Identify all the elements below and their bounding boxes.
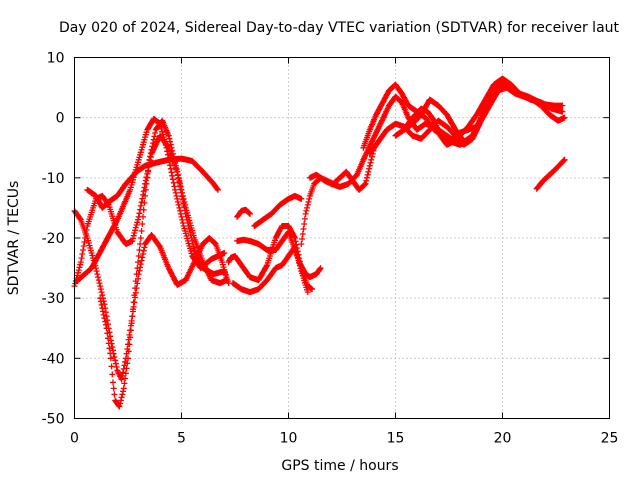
chart-title: Day 020 of 2024, Sidereal Day-to-day VTE… — [59, 20, 620, 36]
data-marker — [401, 105, 480, 148]
series-track-10 — [251, 192, 305, 229]
x-tick-label: 25 — [601, 431, 619, 447]
y-axis-label: SDTVAR / TECUs — [6, 181, 22, 296]
data-marker — [71, 207, 230, 383]
data-marker — [234, 229, 324, 281]
grid — [74, 57, 610, 419]
x-tick-label: 5 — [177, 431, 186, 447]
series-track-12 — [306, 156, 367, 190]
y-tick-label: -50 — [42, 412, 65, 428]
data-marker — [225, 223, 315, 293]
x-tick-label: 20 — [494, 431, 512, 447]
data-series — [71, 75, 568, 410]
data-marker — [234, 206, 253, 220]
series-track-5 — [97, 117, 230, 410]
y-tick-label: -10 — [42, 171, 65, 187]
data-marker — [97, 117, 230, 410]
y-tick-label: 10 — [47, 51, 65, 67]
x-axis-label: GPS time / hours — [281, 458, 398, 474]
x-tick-label: 15 — [387, 431, 405, 447]
series-track-6 — [225, 223, 315, 293]
data-marker — [251, 192, 305, 229]
y-tick-label: -40 — [42, 351, 65, 367]
y-tick-label: -30 — [42, 291, 65, 307]
series-track-7 — [234, 206, 253, 220]
x-tick-label: 10 — [280, 431, 298, 447]
data-marker — [533, 156, 568, 192]
series-track-1 — [71, 207, 230, 383]
data-marker — [84, 155, 221, 211]
data-marker — [306, 156, 367, 190]
x-tick-label: 0 — [70, 431, 79, 447]
series-track-18 — [533, 156, 568, 192]
y-tick-label: 0 — [56, 111, 65, 127]
series-track-17 — [401, 105, 480, 148]
axis-ticks: 0 5 10 15 20 25 -50 -40 -30 -20 -10 0 10 — [42, 51, 619, 447]
series-track-9 — [234, 229, 324, 281]
y-tick-label: -20 — [42, 231, 65, 247]
series-track-4 — [84, 155, 221, 211]
